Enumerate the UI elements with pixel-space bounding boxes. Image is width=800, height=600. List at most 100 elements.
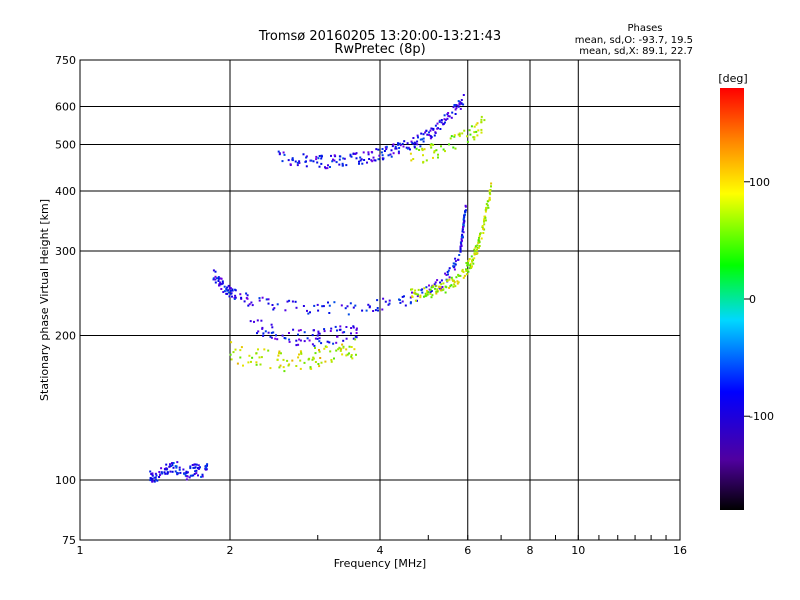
data-point — [413, 291, 415, 294]
data-point — [267, 298, 270, 301]
data-point — [350, 327, 353, 329]
data-point — [304, 160, 307, 163]
data-point — [475, 130, 478, 133]
data-point — [398, 142, 401, 145]
data-point — [276, 358, 279, 361]
data-point — [448, 276, 451, 279]
data-point — [466, 140, 469, 143]
data-point — [476, 244, 479, 247]
data-point — [264, 330, 267, 333]
data-point — [265, 298, 268, 301]
data-point — [164, 472, 167, 475]
data-point — [256, 319, 259, 322]
data-point — [416, 140, 419, 143]
data-point — [288, 340, 291, 343]
data-point — [394, 145, 397, 148]
data-point — [335, 349, 338, 352]
data-point — [439, 128, 442, 130]
data-point — [419, 294, 422, 297]
data-point — [425, 129, 428, 132]
data-point — [345, 164, 348, 167]
data-point — [463, 129, 466, 132]
data-point — [483, 223, 486, 226]
data-point — [471, 259, 473, 262]
data-point — [456, 104, 459, 107]
data-point — [287, 364, 290, 367]
data-point — [297, 333, 299, 336]
data-point — [450, 284, 453, 287]
data-point — [473, 253, 476, 256]
data-point — [409, 296, 412, 299]
data-point — [398, 298, 400, 301]
data-point — [439, 281, 442, 284]
data-point — [355, 332, 358, 334]
data-point — [462, 271, 465, 273]
data-point — [225, 288, 228, 290]
data-point — [350, 155, 353, 158]
data-point — [430, 286, 433, 289]
colorbar-ticks: 100 0 -100 — [744, 176, 774, 423]
data-point — [457, 273, 460, 276]
data-point — [483, 220, 485, 223]
data-point — [314, 347, 316, 349]
data-point — [308, 357, 311, 360]
data-point — [411, 291, 413, 294]
data-point — [460, 235, 463, 238]
data-point — [278, 152, 281, 155]
data-point — [320, 342, 323, 345]
data-point — [420, 289, 423, 292]
data-point — [326, 340, 329, 343]
data-point — [191, 474, 193, 477]
data-point — [158, 476, 161, 478]
data-point — [185, 478, 188, 481]
data-point — [443, 118, 446, 121]
data-point — [486, 204, 489, 207]
data-point — [477, 246, 480, 249]
data-point — [440, 279, 443, 282]
data-point — [230, 341, 233, 344]
data-point — [320, 361, 323, 364]
data-point — [165, 467, 168, 470]
data-point — [262, 332, 265, 335]
data-point — [429, 291, 432, 294]
data-point — [258, 297, 261, 300]
data-point — [462, 223, 465, 226]
data-point — [367, 303, 370, 306]
data-point — [178, 466, 181, 469]
data-point — [422, 137, 425, 140]
data-point — [355, 327, 358, 330]
data-point — [459, 274, 462, 277]
data-point — [295, 306, 298, 309]
data-point — [403, 140, 406, 143]
y-axis: 75 100 200 300 400 500 600 750 — [55, 54, 76, 547]
data-point — [476, 122, 479, 125]
data-point — [434, 132, 437, 134]
data-point — [310, 159, 313, 162]
data-point — [193, 466, 196, 469]
data-point — [453, 268, 456, 271]
data-point — [283, 153, 286, 156]
data-point — [258, 356, 261, 359]
data-point — [270, 331, 273, 334]
data-point — [165, 463, 168, 466]
data-point — [485, 207, 487, 210]
data-point — [315, 155, 318, 158]
data-point — [459, 107, 462, 110]
data-point — [470, 125, 473, 128]
data-points — [149, 94, 493, 483]
data-point — [350, 346, 353, 348]
data-point — [354, 304, 357, 307]
data-point — [412, 142, 415, 145]
data-point — [465, 273, 468, 276]
data-point — [328, 312, 331, 314]
data-point — [183, 472, 186, 475]
data-point — [431, 286, 434, 289]
colorbar-tick-label: -100 — [749, 410, 774, 423]
data-point — [453, 281, 456, 283]
data-point — [452, 279, 455, 282]
data-point — [197, 467, 200, 470]
data-point — [459, 241, 462, 244]
data-point — [306, 309, 308, 312]
data-point — [462, 226, 464, 228]
data-point — [466, 264, 469, 267]
